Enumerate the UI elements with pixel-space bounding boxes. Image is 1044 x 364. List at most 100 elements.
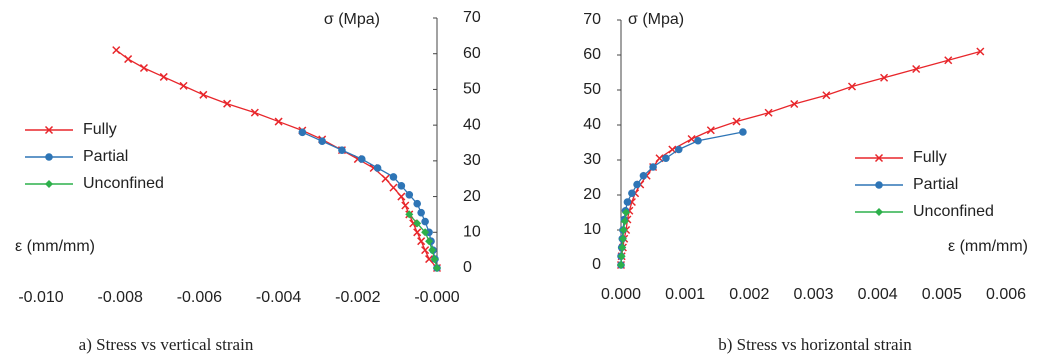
marker — [381, 174, 390, 183]
marker — [373, 164, 382, 172]
x-axis-label: ε (mm/mm) — [948, 238, 1028, 255]
marker — [620, 217, 629, 226]
x-tick-label: 0.001 — [665, 286, 705, 303]
legend-label: Unconfined — [913, 203, 994, 220]
marker — [623, 198, 632, 206]
x-tick-label: 0.003 — [793, 286, 833, 303]
marker — [662, 154, 670, 163]
marker — [430, 255, 439, 264]
marker — [874, 153, 884, 163]
x-tick-label: -0.002 — [335, 289, 380, 306]
marker — [389, 183, 398, 192]
marker — [687, 134, 696, 144]
legend-label: Fully — [913, 149, 947, 166]
y-tick-label: 70 — [583, 11, 601, 28]
marker — [413, 199, 422, 208]
legend-label: Partial — [913, 176, 958, 193]
y-tick-label: 60 — [583, 46, 601, 63]
series-line — [302, 131, 438, 269]
x-tick-label: 0.000 — [601, 286, 641, 303]
marker — [421, 246, 430, 255]
marker — [822, 91, 831, 100]
marker — [405, 190, 414, 199]
marker — [417, 208, 425, 217]
marker — [413, 228, 422, 237]
x-tick-label: -0.006 — [177, 289, 222, 306]
legend-label: Unconfined — [83, 175, 164, 192]
x-tick-label: 0.002 — [729, 286, 769, 303]
marker — [617, 261, 625, 269]
marker — [674, 145, 683, 154]
marker — [112, 46, 121, 55]
marker — [250, 108, 259, 117]
x-axis-label: ε (mm/mm) — [15, 238, 95, 255]
marker — [44, 125, 54, 135]
marker — [298, 128, 307, 137]
marker — [124, 55, 133, 64]
y-tick-label: 60 — [463, 45, 481, 62]
marker — [639, 171, 648, 180]
marker — [417, 237, 426, 246]
x-tick-label: 0.006 — [986, 286, 1026, 303]
marker — [976, 47, 985, 56]
marker — [694, 136, 702, 145]
marker — [618, 243, 627, 252]
x-tick-label: -0.008 — [98, 289, 143, 306]
legend-label: Fully — [83, 121, 117, 138]
y-tick-label: 10 — [463, 224, 481, 241]
marker — [706, 126, 715, 135]
marker — [179, 81, 188, 90]
marker — [912, 64, 921, 74]
marker — [421, 217, 429, 226]
marker — [649, 163, 657, 171]
marker — [405, 210, 414, 219]
marker — [318, 137, 326, 146]
marker — [944, 56, 953, 65]
caption: a) Stress vs vertical strain — [79, 335, 254, 354]
marker — [433, 264, 441, 272]
y-tick-label: 0 — [592, 256, 601, 273]
x-tick-label: 0.005 — [922, 286, 962, 303]
y-axis-label: σ (Mpa) — [324, 11, 380, 28]
marker — [619, 226, 628, 234]
marker — [223, 99, 232, 108]
marker — [199, 90, 208, 99]
marker — [45, 180, 53, 188]
marker — [397, 182, 406, 190]
y-tick-label: 30 — [583, 151, 601, 168]
marker — [357, 155, 366, 163]
marker — [875, 208, 883, 216]
marker — [764, 108, 773, 117]
marker — [45, 153, 53, 161]
marker — [617, 252, 626, 261]
y-tick-label: 30 — [463, 152, 481, 169]
y-tick-label: 70 — [463, 9, 481, 26]
caption: b) Stress vs horizontal strain — [718, 335, 912, 354]
marker — [159, 72, 168, 81]
y-axis-label: σ (Mpa) — [628, 11, 684, 28]
marker — [732, 117, 741, 126]
marker — [274, 117, 283, 126]
x-tick-label: -0.004 — [256, 289, 301, 306]
y-tick-label: 20 — [463, 188, 481, 205]
y-tick-label: 0 — [463, 259, 472, 276]
y-tick-label: 50 — [583, 81, 601, 98]
legend-label: Partial — [83, 148, 128, 165]
marker — [633, 180, 641, 189]
series-line — [620, 131, 744, 265]
marker — [413, 219, 422, 228]
y-tick-label: 10 — [583, 221, 601, 238]
marker — [628, 189, 636, 198]
y-tick-label: 50 — [463, 81, 481, 98]
marker — [421, 228, 430, 237]
marker — [425, 237, 434, 246]
marker — [139, 63, 148, 73]
y-tick-label: 20 — [583, 186, 601, 203]
marker — [389, 173, 398, 181]
marker — [428, 246, 437, 255]
marker — [875, 181, 883, 189]
marker — [739, 128, 747, 136]
series-line — [115, 49, 438, 269]
marker — [622, 208, 631, 217]
